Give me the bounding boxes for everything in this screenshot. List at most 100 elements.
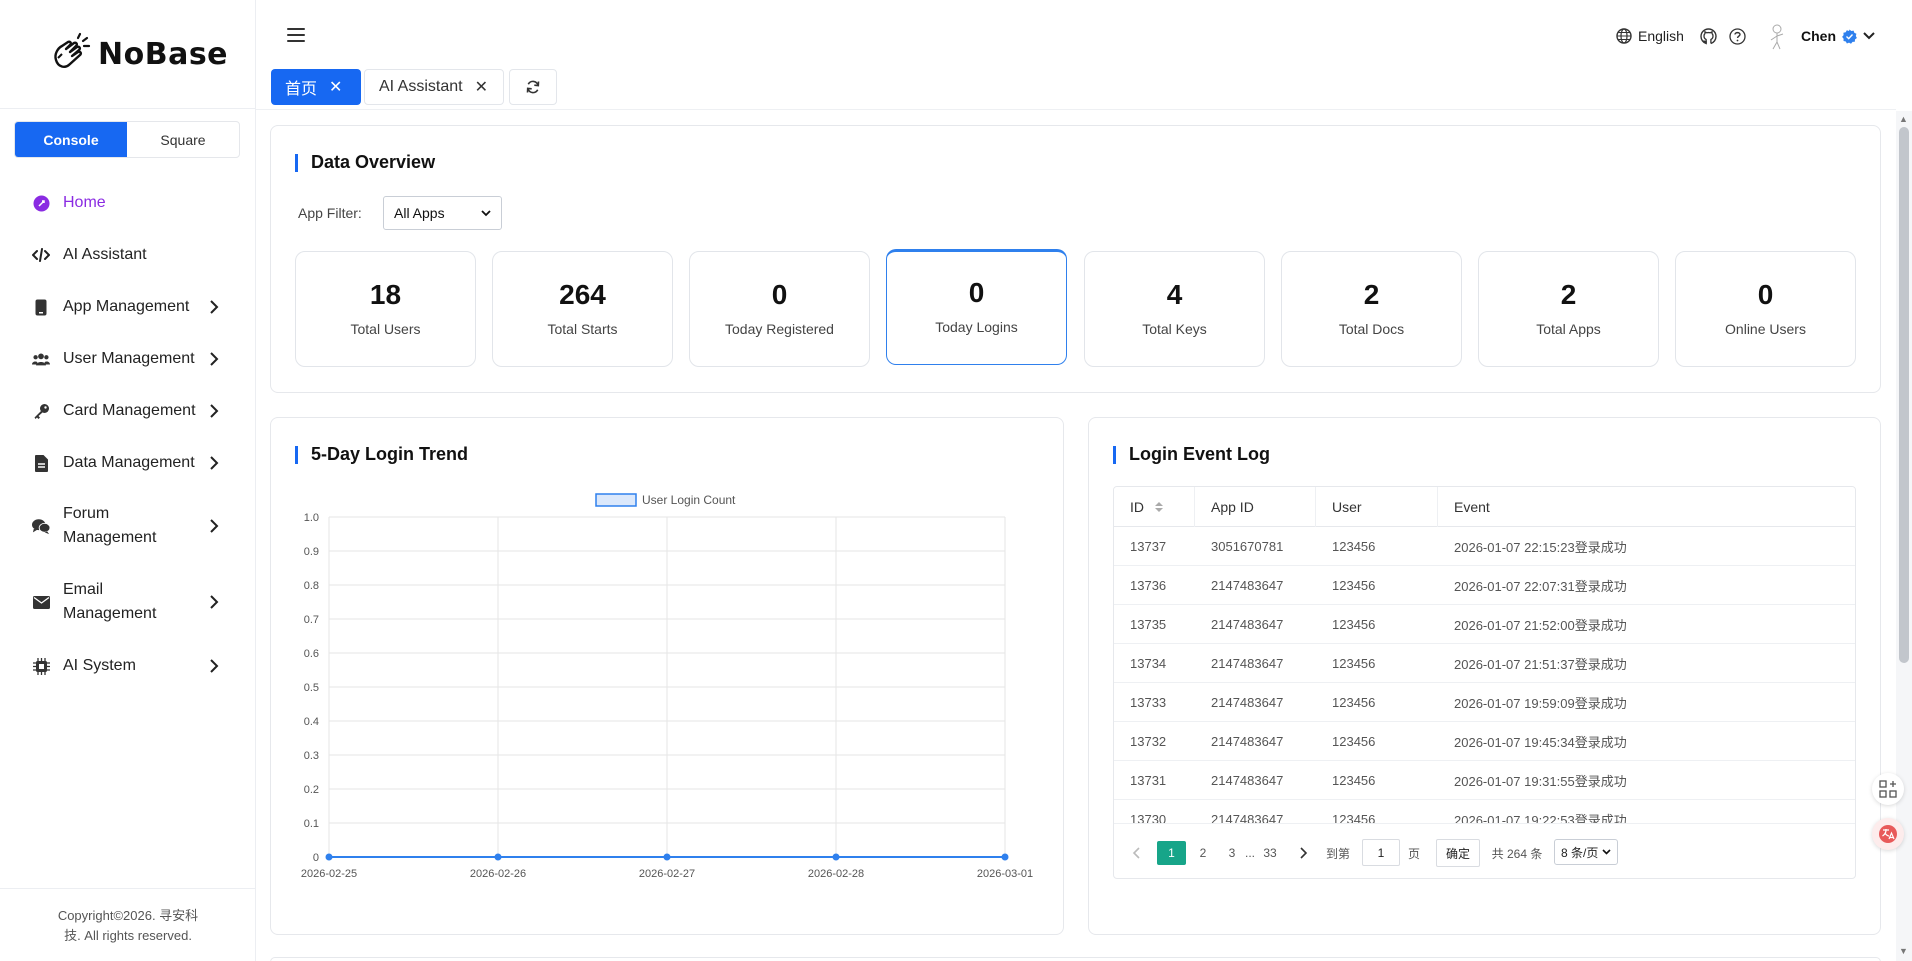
sidebar-item-data-management[interactable]: Data Management: [0, 451, 256, 475]
cell-id: 13736: [1130, 578, 1167, 593]
data-point: [663, 853, 671, 861]
stat-value: 264: [559, 279, 606, 310]
prev-page-icon[interactable]: [1127, 841, 1145, 865]
sidebar-item-label: Home: [63, 194, 106, 211]
page-1-button[interactable]: 1: [1157, 841, 1186, 865]
tab-ai-assistant[interactable]: AI Assistant ✕: [364, 69, 504, 105]
table-row[interactable]: 13730 2147483647 123456 2026-01-07 19:22:53…: [1114, 800, 1855, 823]
avatar[interactable]: [1766, 22, 1790, 50]
console-tab-button[interactable]: Console: [15, 122, 127, 157]
sidebar-item-label: App Management: [63, 298, 190, 315]
sidebar-item-forum-management[interactable]: Forum Management: [0, 502, 256, 550]
verified-badge-icon: [1842, 29, 1857, 44]
divider: [256, 109, 1896, 110]
stat-value: 0: [968, 277, 985, 308]
column-header-label: User: [1332, 499, 1362, 515]
help-icon[interactable]: [1729, 22, 1746, 50]
cell-id: 13731: [1130, 773, 1167, 788]
column-header-id[interactable]: ID: [1114, 487, 1195, 527]
sidebar-item-home[interactable]: Home: [0, 191, 256, 215]
sidebar-item-card-management[interactable]: Card Management: [0, 399, 256, 423]
stat-label: Total Users: [350, 321, 421, 337]
translate-icon[interactable]: [1872, 818, 1904, 850]
login-trend-chart: 0 0.1 0.2 0.3 0.4 0.5 0.6 0.7 0.8 0.9 1.0 2026-02-2…: [301, 493, 1033, 880]
stat-total-docs[interactable]: 2 Total Docs: [1281, 251, 1462, 367]
sort-icon[interactable]: [1154, 501, 1164, 513]
cell-id: 13733: [1130, 695, 1167, 710]
goto-page-input[interactable]: 1: [1362, 839, 1400, 866]
cell-app-id: 2147483647: [1211, 734, 1284, 749]
stat-label: Online Users: [1725, 321, 1806, 337]
chevron-right-icon: [210, 659, 219, 673]
refresh-button[interactable]: [509, 69, 557, 105]
cell-user: 123456: [1332, 578, 1376, 593]
scroll-down-icon[interactable]: ▼: [1899, 946, 1908, 956]
x-tick-label: 2026-02-27: [639, 868, 695, 880]
cell-app-id: 2147483647: [1211, 812, 1284, 823]
title-accent-bar: [295, 153, 298, 172]
stat-total-starts[interactable]: 264 Total Starts: [492, 251, 673, 367]
cell-id: 13737: [1130, 539, 1167, 554]
stat-total-apps[interactable]: 2 Total Apps: [1478, 251, 1659, 367]
page-33-button[interactable]: 33: [1263, 846, 1277, 860]
cell-user: 123456: [1332, 539, 1376, 554]
stat-today-logins[interactable]: 0 Today Logins: [886, 249, 1067, 365]
code-icon: [32, 246, 50, 264]
sidebar-item-user-management[interactable]: User Management: [0, 347, 256, 371]
github-icon[interactable]: [1700, 22, 1717, 50]
tab-home[interactable]: 首页 ✕: [271, 69, 361, 105]
sidebar-item-label: Data Management: [63, 454, 195, 471]
sidebar-item-ai-system[interactable]: AI System: [0, 654, 256, 678]
refresh-icon: [526, 80, 540, 94]
language-switcher[interactable]: English: [1616, 22, 1684, 50]
stat-online-users[interactable]: 0 Online Users: [1675, 251, 1856, 367]
table-row[interactable]: 13732 2147483647 123456 2026-01-07 19:45:34…: [1114, 722, 1855, 761]
stat-today-registered[interactable]: 0 Today Registered: [689, 251, 870, 367]
x-tick-label: 2026-02-25: [301, 868, 357, 880]
tab-label: 首页: [285, 81, 318, 98]
sidebar-item-label: AI System: [63, 657, 136, 674]
stat-total-keys[interactable]: 4 Total Keys: [1084, 251, 1265, 367]
scrollbar-thumb[interactable]: [1899, 127, 1909, 663]
pagination: 1 2 3 ... 33 到第 1 页 确定 共 264 条 8 条/页: [1114, 823, 1855, 878]
page-3-button[interactable]: 3: [1228, 846, 1236, 860]
sidebar-item-app-management[interactable]: App Management: [0, 295, 256, 319]
data-point: [1001, 853, 1009, 861]
cell-app-id: 3051670781: [1211, 539, 1284, 554]
data-point: [325, 853, 333, 861]
page-size-select[interactable]: 8 条/页: [1554, 839, 1619, 865]
sidebar-item-label: Forum: [63, 505, 110, 522]
page-2-button[interactable]: 2: [1199, 846, 1207, 860]
logo[interactable]: NoBase: [48, 32, 228, 76]
user-menu[interactable]: Chen: [1801, 22, 1875, 50]
close-icon[interactable]: ✕: [329, 79, 343, 96]
cell-event: 2026-01-07 22:07:31登录成功: [1454, 579, 1627, 594]
sidebar: NoBase Console Square Home AI Assistant …: [0, 0, 256, 961]
close-icon[interactable]: ✕: [474, 79, 488, 96]
legend-label: User Login Count: [642, 493, 736, 507]
sidebar-item-ai-assistant[interactable]: AI Assistant: [0, 243, 256, 267]
grid-add-icon[interactable]: [1872, 773, 1904, 805]
column-header-label: App ID: [1211, 499, 1254, 515]
column-header-label: Event: [1454, 499, 1490, 515]
cell-app-id: 2147483647: [1211, 773, 1284, 788]
app-filter-select[interactable]: All Apps: [383, 196, 502, 230]
sidebar-item-email-management[interactable]: Email Management: [0, 578, 256, 626]
next-page-icon[interactable]: [1295, 841, 1313, 865]
stat-total-users[interactable]: 18 Total Users: [295, 251, 476, 367]
divider: [0, 888, 256, 889]
table-row[interactable]: 13736 2147483647 123456 2026-01-07 22:07:31…: [1114, 566, 1855, 605]
scroll-up-icon[interactable]: ▲: [1899, 114, 1908, 124]
menu-toggle-icon[interactable]: [287, 28, 305, 42]
square-tab-button[interactable]: Square: [160, 131, 206, 148]
table-row[interactable]: 13733 2147483647 123456 2026-01-07 19:59:09…: [1114, 683, 1855, 722]
table-row[interactable]: 13734 2147483647 123456 2026-01-07 21:51:37…: [1114, 644, 1855, 683]
table-row[interactable]: 13735 2147483647 123456 2026-01-07 21:52:00…: [1114, 605, 1855, 644]
sidebar-item-label-line2: Management: [63, 605, 157, 622]
key-icon: [32, 402, 50, 420]
chevron-right-icon: [210, 456, 219, 470]
table-row[interactable]: 13737 3051670781 123456 2026-01-07 22:15:23…: [1114, 527, 1855, 566]
table-row[interactable]: 13731 2147483647 123456 2026-01-07 19:31:55…: [1114, 761, 1855, 800]
y-tick-label: 0.2: [304, 784, 319, 796]
goto-confirm-button[interactable]: 确定: [1436, 839, 1481, 867]
